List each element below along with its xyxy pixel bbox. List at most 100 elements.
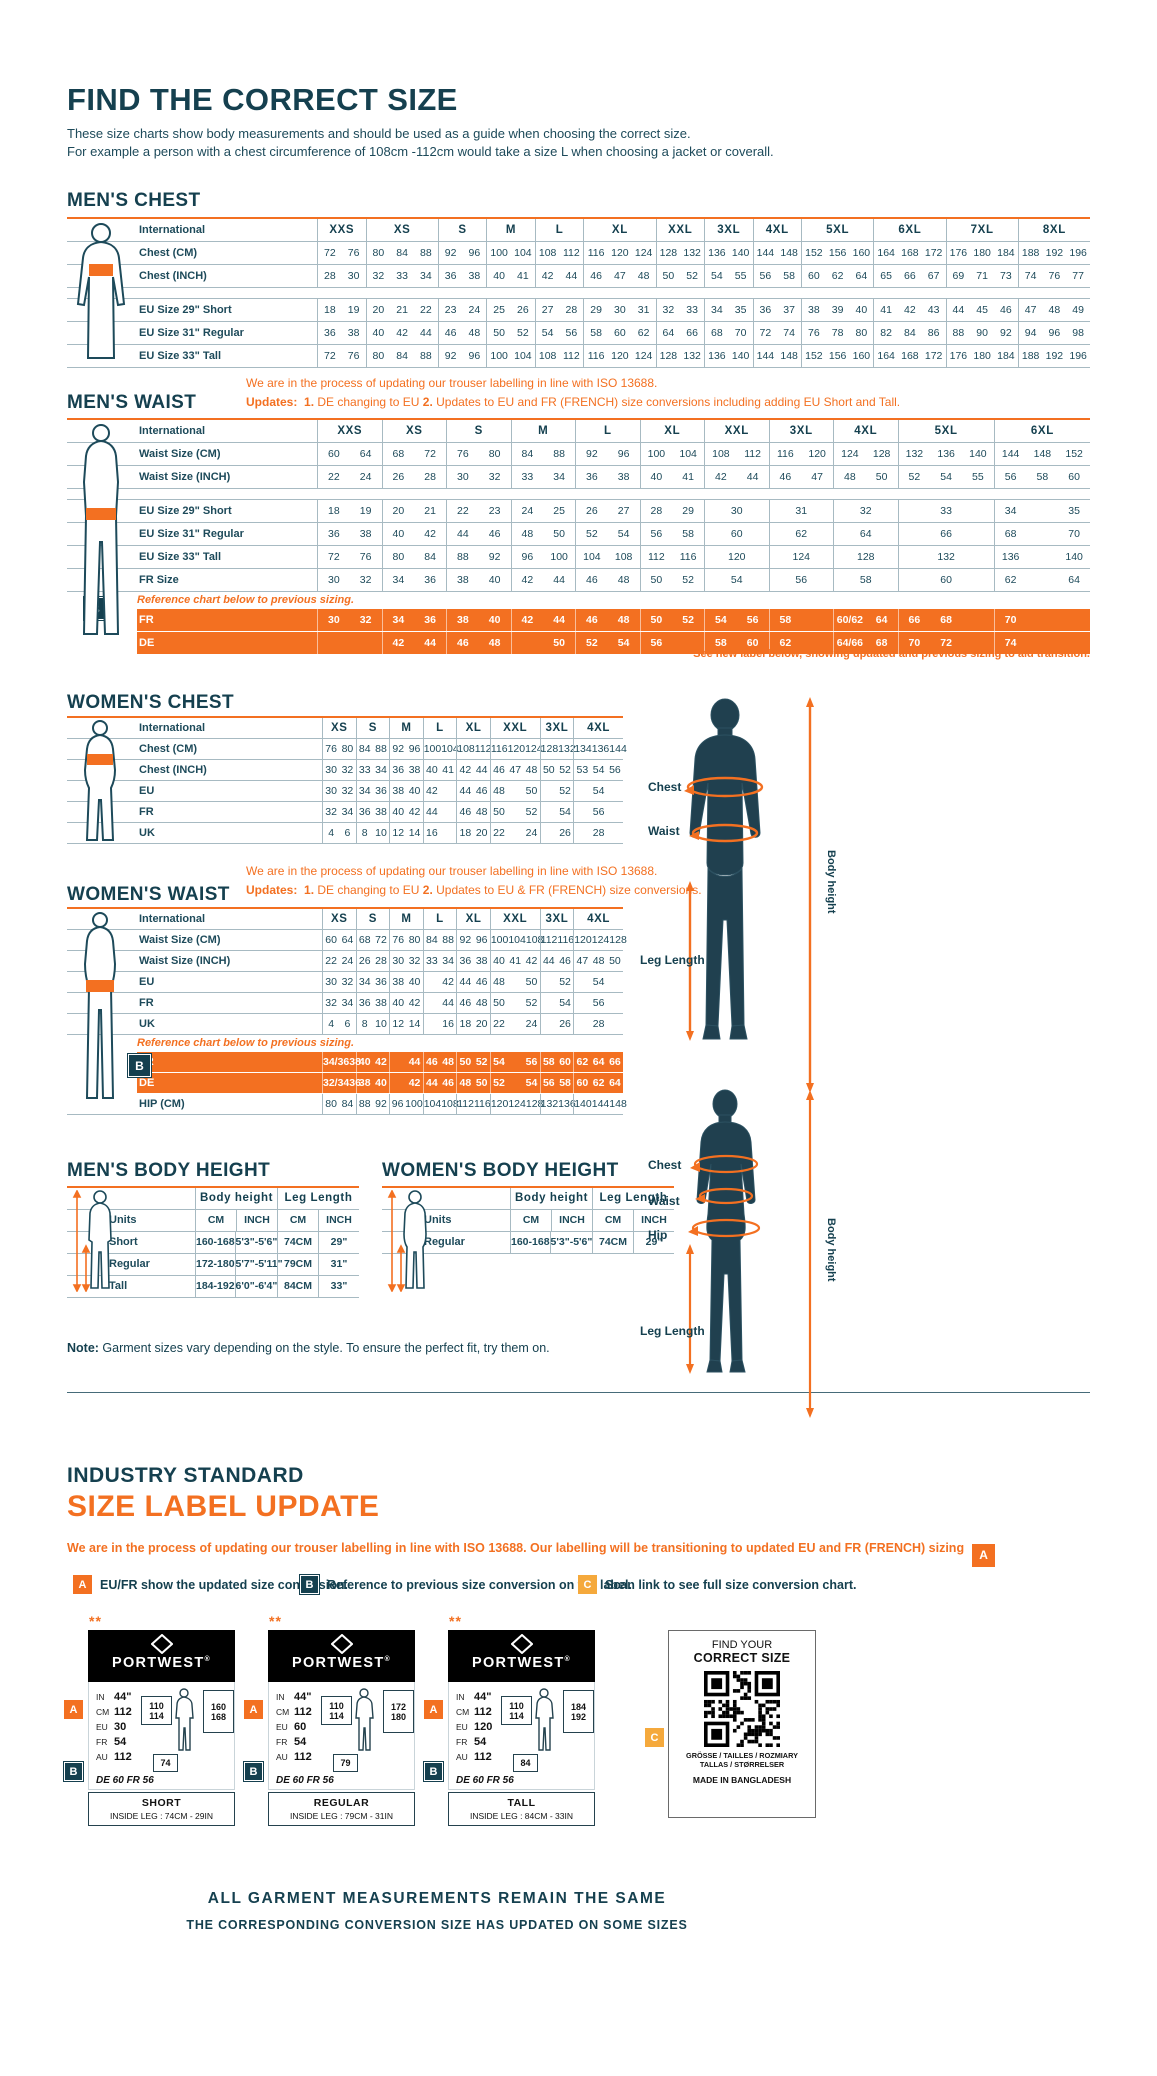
size-value: 86 xyxy=(927,327,940,339)
size-cell-group: 80 84 88 xyxy=(365,242,438,264)
size-cell-group: 56 58 xyxy=(752,265,802,287)
size-value: 36 xyxy=(424,614,436,626)
size-value: 136 xyxy=(937,448,955,460)
label-size-row: IN 44" xyxy=(456,1688,492,1703)
size-value: 132 xyxy=(558,743,576,755)
size-cell-group: 40 42 xyxy=(355,1052,390,1072)
size-value: 48 xyxy=(525,764,538,776)
size-value: 66 xyxy=(908,614,921,626)
size-cell-group: 112 116 xyxy=(539,930,574,950)
size-cell-group: 132 136 xyxy=(539,1094,576,1114)
size-value: 54 xyxy=(617,528,630,540)
size-value: 112 xyxy=(563,247,580,259)
size-value: 108 xyxy=(538,350,557,362)
size-value: 80 xyxy=(855,327,868,339)
waist-range-value: 114 xyxy=(149,1710,164,1721)
industry-paragraph: We are in the process of updating our tr… xyxy=(67,1541,1127,1567)
size-cell-group: 104 108 xyxy=(575,546,640,568)
size-cell-group: 144 148 xyxy=(752,242,802,264)
size-value: 92 xyxy=(488,551,501,563)
size-value: 82 xyxy=(880,327,892,339)
size-value: 52 xyxy=(525,806,538,818)
badge-c-icon: C xyxy=(578,1575,597,1594)
size-value: 56 xyxy=(1004,471,1017,483)
size-value: 30 xyxy=(347,270,360,282)
size-value: 60 xyxy=(1068,471,1080,483)
size-value: 40 xyxy=(493,270,505,282)
size-value: 72 xyxy=(375,934,387,946)
size-cell-group: 44 46 xyxy=(539,951,574,971)
size-cell-group: 30 32 xyxy=(318,609,382,631)
size-value: 66 xyxy=(940,528,952,540)
size-cell-group: 38 40 xyxy=(389,972,423,992)
waist-range-box: 110 114 xyxy=(141,1696,172,1725)
size-value: 33 xyxy=(396,270,408,282)
size-cell-group: 58 60 xyxy=(539,1052,574,1072)
row-label: EU Size 29" Short xyxy=(137,299,318,321)
size-group-header: Leg Length xyxy=(592,1188,674,1209)
size-value: 58 xyxy=(859,574,872,586)
size-cell-group: 18 20 xyxy=(456,823,490,843)
size-cell-group: 80 84 88 xyxy=(365,345,438,367)
size-value: 132 xyxy=(683,350,701,362)
size-value: 76 xyxy=(325,743,337,755)
size-value: 62 xyxy=(576,1056,589,1068)
mini-figure-icon xyxy=(175,1688,194,1751)
size-cell-group: 30 32 xyxy=(446,466,511,488)
size-value: 28 xyxy=(565,304,578,316)
size-val: 112 xyxy=(294,1751,312,1763)
size-cell-group: 46 48 xyxy=(456,993,490,1013)
size-value: 30 xyxy=(457,471,469,483)
size-value: 184-192 xyxy=(196,1280,235,1292)
size-cell-group: 100 104 xyxy=(639,443,705,465)
size-value: 104 xyxy=(514,247,532,259)
size-cell-group: 116 120 124 xyxy=(583,345,655,367)
size-value: 196 xyxy=(1069,350,1087,362)
size-value: 40 xyxy=(488,614,501,626)
label-size-row: EU 120 xyxy=(456,1718,492,1733)
size-value: 47 xyxy=(576,955,589,967)
size-value: 34 xyxy=(711,304,723,316)
registered-mark: ® xyxy=(564,1656,572,1664)
size-cell-group: 128 132 xyxy=(655,242,705,264)
size-value: 50 xyxy=(493,327,505,339)
size-cell-group: 40 41 xyxy=(422,760,457,780)
womens-body-height-heading: WOMEN'S BODY HEIGHT xyxy=(382,1160,619,1181)
table-row: EU Size 31" Regular 36 38 40 42 44 46 48 50 52 54 5… xyxy=(67,322,1090,345)
size-value: 64 xyxy=(359,448,372,460)
size-group-header: 4XL xyxy=(833,420,898,442)
size-cell-group: 120 124 128 xyxy=(489,1094,543,1114)
size-value: 108 xyxy=(538,247,557,259)
row-label: EU xyxy=(137,781,323,801)
size-value: 50 xyxy=(662,270,675,282)
size-value: 22 xyxy=(328,471,340,483)
mens-waist-figure-icon xyxy=(82,424,120,635)
size-value: 144 xyxy=(591,1098,610,1110)
size-cell-group: 96 100 xyxy=(389,1094,423,1114)
row-label: EU Size 33" Tall xyxy=(137,345,318,367)
qr-made-in: MADE IN BANGLADESH xyxy=(692,1775,792,1785)
size-group-header: 4XL xyxy=(573,718,623,738)
table-header-row: Body height Leg Length xyxy=(67,1188,359,1210)
size-cell-group: 22 23 xyxy=(446,500,511,522)
size-cell-group: 84 88 xyxy=(355,739,390,759)
size-cell-group: 22 24 xyxy=(323,951,356,971)
size-value: CM xyxy=(289,1214,307,1226)
size-cell-group: 68 72 xyxy=(355,930,390,950)
size-value: 88 xyxy=(442,934,454,946)
size-cell-group: 70 xyxy=(993,609,1090,631)
size-cell-group: 64/66 68 xyxy=(833,632,898,654)
size-group-header: L xyxy=(422,909,457,929)
size-cell-group: 116 120 124 xyxy=(583,242,655,264)
column-header: International xyxy=(137,909,323,929)
size-value: 112 xyxy=(540,934,558,946)
womens-waist-table: International XS S M L XL XXL 3XL 4XL Waist Size … xyxy=(67,907,627,1115)
waist-highlight-band xyxy=(86,508,116,520)
size-key: AU xyxy=(276,1752,288,1762)
size-value: 45 xyxy=(976,304,988,316)
brand-name: PORTWEST® xyxy=(291,1655,392,1671)
womens-silhouette xyxy=(686,1089,814,1418)
size-cell-group: 38 40 xyxy=(446,569,511,591)
size-value: 50 xyxy=(609,955,621,967)
size-value: 25 xyxy=(553,505,565,517)
